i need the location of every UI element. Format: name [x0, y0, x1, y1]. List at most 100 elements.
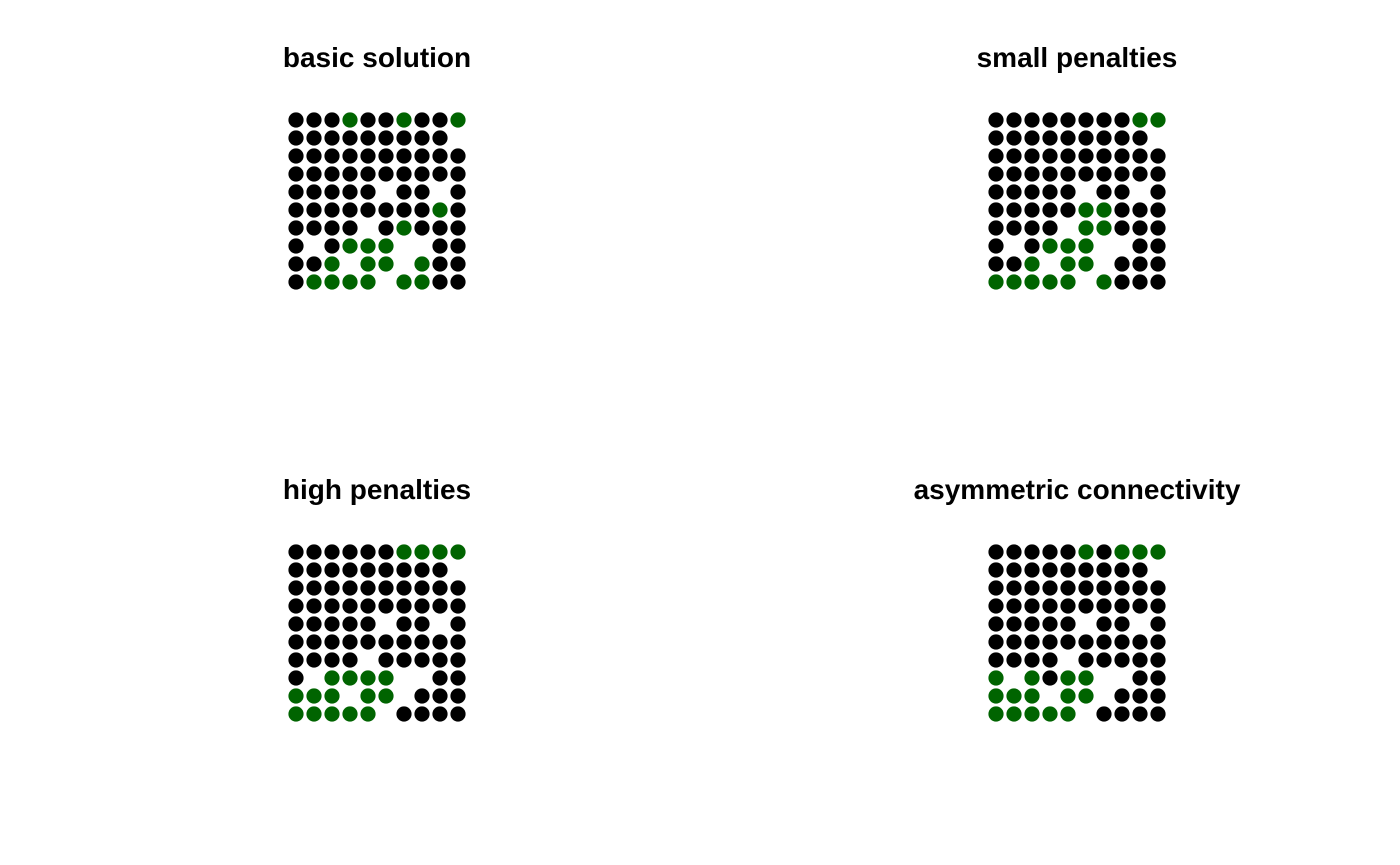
- unselected-unit-point: [1042, 112, 1058, 128]
- unselected-unit-point: [324, 652, 340, 668]
- unselected-unit-point: [1150, 238, 1166, 254]
- selected-unit-point: [324, 688, 340, 704]
- unselected-unit-point: [288, 580, 304, 596]
- unselected-unit-point: [1024, 202, 1040, 218]
- unselected-unit-point: [450, 184, 466, 200]
- unselected-unit-point: [324, 580, 340, 596]
- unselected-unit-point: [342, 148, 358, 164]
- unselected-unit-point: [1096, 562, 1112, 578]
- selected-unit-point: [324, 256, 340, 272]
- selected-unit-point: [324, 706, 340, 722]
- unselected-unit-point: [288, 634, 304, 650]
- selected-unit-point: [1024, 688, 1040, 704]
- unselected-unit-point: [306, 652, 322, 668]
- panel-high-penalties: high penalties: [0, 432, 700, 864]
- unselected-unit-point: [414, 634, 430, 650]
- selected-unit-point: [342, 112, 358, 128]
- unselected-unit-point: [1060, 166, 1076, 182]
- unselected-unit-point: [432, 130, 448, 146]
- unselected-unit-point: [324, 148, 340, 164]
- selected-unit-point: [1024, 706, 1040, 722]
- unselected-unit-point: [1132, 238, 1148, 254]
- unselected-unit-point: [1132, 220, 1148, 236]
- unselected-unit-point: [1150, 598, 1166, 614]
- unselected-unit-point: [378, 166, 394, 182]
- selected-unit-point: [414, 256, 430, 272]
- unselected-unit-point: [1078, 112, 1094, 128]
- selected-unit-point: [450, 544, 466, 560]
- selected-unit-point: [378, 256, 394, 272]
- unselected-unit-point: [1114, 580, 1130, 596]
- unselected-unit-point: [450, 634, 466, 650]
- plot-area: [988, 112, 1166, 290]
- panel-asymmetric-connectivity: asymmetric connectivity: [700, 432, 1400, 864]
- unselected-unit-point: [288, 220, 304, 236]
- unselected-unit-point: [1078, 580, 1094, 596]
- unselected-unit-point: [1078, 148, 1094, 164]
- selected-unit-point: [988, 688, 1004, 704]
- unselected-unit-point: [1024, 184, 1040, 200]
- unselected-unit-point: [988, 166, 1004, 182]
- unselected-unit-point: [1150, 256, 1166, 272]
- unselected-unit-point: [432, 688, 448, 704]
- selected-unit-point: [342, 670, 358, 686]
- unselected-unit-point: [378, 652, 394, 668]
- unselected-unit-point: [1150, 616, 1166, 632]
- unselected-unit-point: [1060, 202, 1076, 218]
- unselected-unit-point: [1078, 166, 1094, 182]
- selected-unit-point: [1060, 670, 1076, 686]
- selected-unit-point: [396, 544, 412, 560]
- unselected-unit-point: [396, 166, 412, 182]
- unselected-unit-point: [1060, 544, 1076, 560]
- unselected-unit-point: [342, 220, 358, 236]
- unselected-unit-point: [1006, 652, 1022, 668]
- unselected-unit-point: [1114, 148, 1130, 164]
- unselected-unit-point: [306, 112, 322, 128]
- unselected-unit-point: [1114, 706, 1130, 722]
- unselected-unit-point: [306, 598, 322, 614]
- unselected-unit-point: [378, 544, 394, 560]
- selected-unit-point: [1042, 706, 1058, 722]
- selected-unit-point: [1078, 202, 1094, 218]
- unselected-unit-point: [450, 202, 466, 218]
- unselected-unit-point: [324, 544, 340, 560]
- unselected-unit-point: [1114, 202, 1130, 218]
- unselected-unit-point: [414, 580, 430, 596]
- unselected-unit-point: [1042, 598, 1058, 614]
- unselected-unit-point: [324, 616, 340, 632]
- unselected-unit-point: [324, 184, 340, 200]
- selected-unit-point: [360, 238, 376, 254]
- unselected-unit-point: [306, 634, 322, 650]
- selected-unit-point: [1078, 670, 1094, 686]
- unselected-unit-point: [1042, 148, 1058, 164]
- unselected-unit-point: [1078, 562, 1094, 578]
- unselected-unit-point: [988, 634, 1004, 650]
- unselected-unit-point: [1024, 652, 1040, 668]
- selected-unit-point: [414, 274, 430, 290]
- unselected-unit-point: [1114, 166, 1130, 182]
- unselected-unit-point: [1150, 634, 1166, 650]
- unselected-unit-point: [1132, 652, 1148, 668]
- unselected-unit-point: [1096, 130, 1112, 146]
- unselected-unit-point: [1114, 688, 1130, 704]
- unselected-unit-point: [360, 562, 376, 578]
- unselected-unit-point: [1150, 580, 1166, 596]
- unselected-unit-point: [450, 598, 466, 614]
- unselected-unit-point: [288, 598, 304, 614]
- unselected-unit-point: [1114, 562, 1130, 578]
- unselected-unit-point: [288, 148, 304, 164]
- unselected-unit-point: [1132, 274, 1148, 290]
- unselected-unit-point: [288, 184, 304, 200]
- unselected-unit-point: [1060, 184, 1076, 200]
- selected-unit-point: [1150, 112, 1166, 128]
- unselected-unit-point: [1114, 220, 1130, 236]
- selected-unit-point: [396, 220, 412, 236]
- unselected-unit-point: [1042, 166, 1058, 182]
- unselected-unit-point: [1060, 616, 1076, 632]
- selected-unit-point: [342, 274, 358, 290]
- unselected-unit-point: [360, 112, 376, 128]
- unselected-unit-point: [1060, 562, 1076, 578]
- unselected-unit-point: [324, 220, 340, 236]
- unselected-unit-point: [1042, 544, 1058, 560]
- unselected-unit-point: [988, 544, 1004, 560]
